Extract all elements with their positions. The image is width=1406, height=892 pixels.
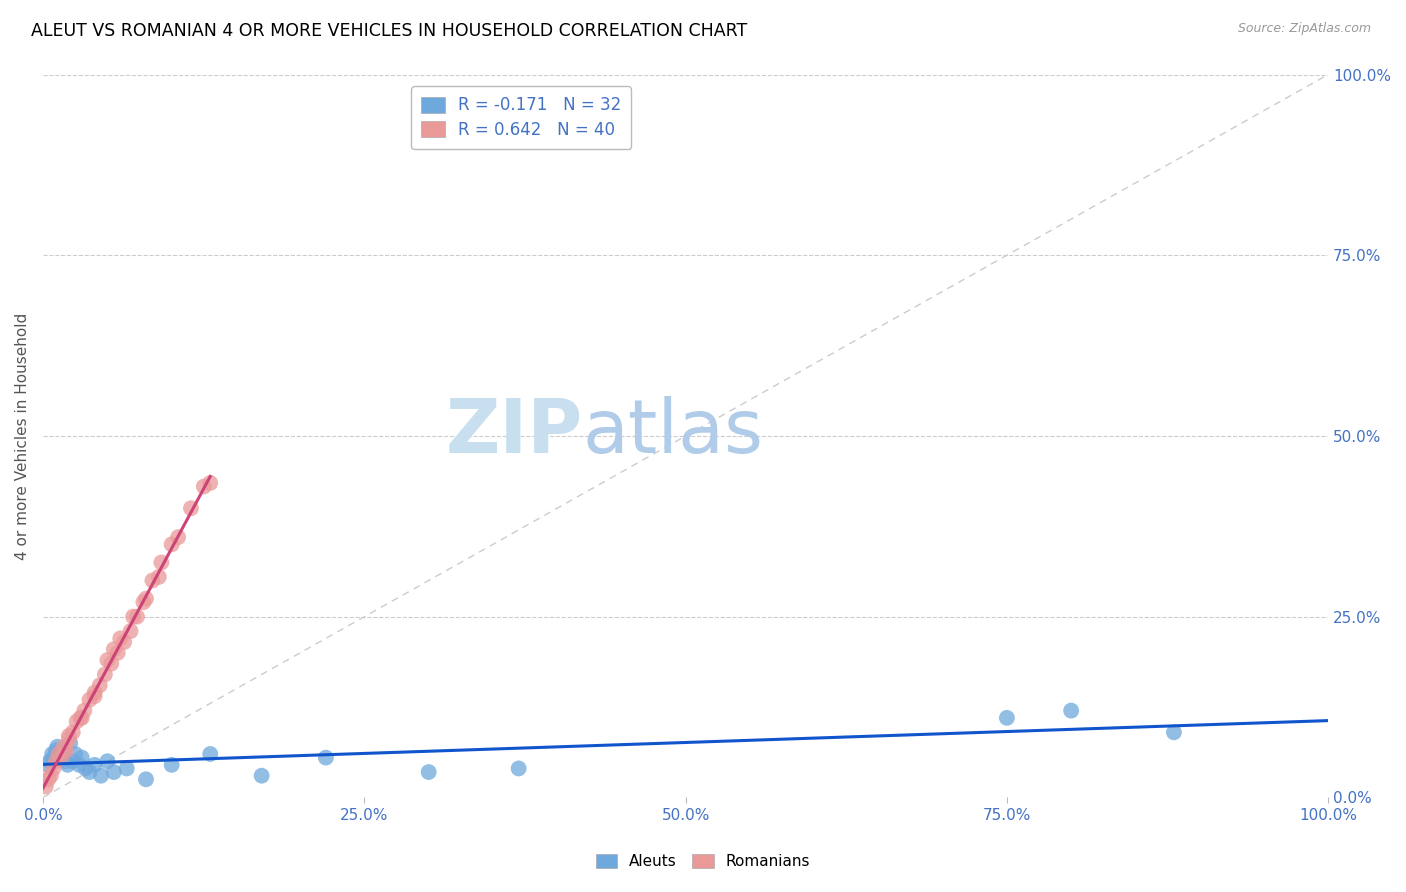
Point bbox=[45, 743, 67, 757]
Point bbox=[83, 689, 105, 703]
Point bbox=[83, 685, 105, 699]
Point bbox=[150, 556, 173, 570]
Point bbox=[315, 750, 337, 764]
Point bbox=[58, 732, 80, 747]
Point bbox=[94, 667, 117, 681]
Point bbox=[89, 678, 111, 692]
Point bbox=[55, 743, 77, 757]
Point bbox=[51, 747, 73, 761]
Point bbox=[67, 757, 90, 772]
Point bbox=[418, 765, 440, 780]
Point bbox=[75, 761, 97, 775]
Point bbox=[160, 537, 183, 551]
Point bbox=[56, 757, 79, 772]
Point bbox=[160, 757, 183, 772]
Point bbox=[70, 711, 93, 725]
Point bbox=[167, 530, 190, 544]
Point bbox=[65, 747, 87, 761]
Point bbox=[35, 757, 58, 772]
Point bbox=[39, 769, 62, 783]
Point bbox=[200, 747, 222, 761]
Point bbox=[508, 761, 530, 775]
Point bbox=[48, 747, 70, 761]
Point bbox=[59, 736, 82, 750]
Text: ZIP: ZIP bbox=[446, 396, 583, 469]
Point bbox=[995, 711, 1018, 725]
Point bbox=[96, 754, 118, 768]
Point bbox=[180, 501, 202, 516]
Legend: Aleuts, Romanians: Aleuts, Romanians bbox=[589, 847, 817, 875]
Legend: R = -0.171   N = 32, R = 0.642   N = 40: R = -0.171 N = 32, R = 0.642 N = 40 bbox=[412, 87, 631, 149]
Point bbox=[107, 646, 129, 660]
Point bbox=[62, 754, 84, 768]
Point bbox=[65, 714, 87, 729]
Point bbox=[37, 772, 59, 787]
Point bbox=[135, 591, 157, 606]
Point bbox=[52, 739, 75, 754]
Point bbox=[42, 761, 65, 775]
Point bbox=[115, 761, 138, 775]
Point bbox=[46, 739, 69, 754]
Point bbox=[53, 754, 76, 768]
Point bbox=[42, 750, 65, 764]
Point bbox=[1163, 725, 1185, 739]
Point bbox=[100, 657, 122, 671]
Point bbox=[250, 769, 273, 783]
Point bbox=[125, 609, 148, 624]
Point bbox=[193, 479, 215, 493]
Point bbox=[73, 704, 96, 718]
Point bbox=[35, 780, 58, 794]
Point bbox=[120, 624, 142, 639]
Point bbox=[79, 693, 101, 707]
Point bbox=[79, 765, 101, 780]
Point bbox=[51, 750, 73, 764]
Point bbox=[49, 750, 72, 764]
Point bbox=[45, 754, 67, 768]
Point bbox=[122, 609, 145, 624]
Y-axis label: 4 or more Vehicles in Household: 4 or more Vehicles in Household bbox=[15, 312, 30, 559]
Text: ALEUT VS ROMANIAN 4 OR MORE VEHICLES IN HOUSEHOLD CORRELATION CHART: ALEUT VS ROMANIAN 4 OR MORE VEHICLES IN … bbox=[31, 22, 747, 40]
Point bbox=[62, 725, 84, 739]
Point bbox=[96, 653, 118, 667]
Point bbox=[200, 475, 222, 490]
Text: Source: ZipAtlas.com: Source: ZipAtlas.com bbox=[1237, 22, 1371, 36]
Point bbox=[132, 595, 155, 609]
Point bbox=[112, 635, 135, 649]
Point bbox=[70, 750, 93, 764]
Point bbox=[1060, 704, 1083, 718]
Point bbox=[148, 570, 170, 584]
Point bbox=[58, 729, 80, 743]
Point bbox=[69, 711, 91, 725]
Point bbox=[103, 642, 125, 657]
Point bbox=[103, 765, 125, 780]
Point bbox=[83, 757, 105, 772]
Text: atlas: atlas bbox=[583, 396, 763, 469]
Point bbox=[41, 747, 63, 761]
Point bbox=[38, 754, 60, 768]
Point bbox=[141, 574, 163, 588]
Point bbox=[110, 632, 132, 646]
Point bbox=[135, 772, 157, 787]
Point bbox=[90, 769, 112, 783]
